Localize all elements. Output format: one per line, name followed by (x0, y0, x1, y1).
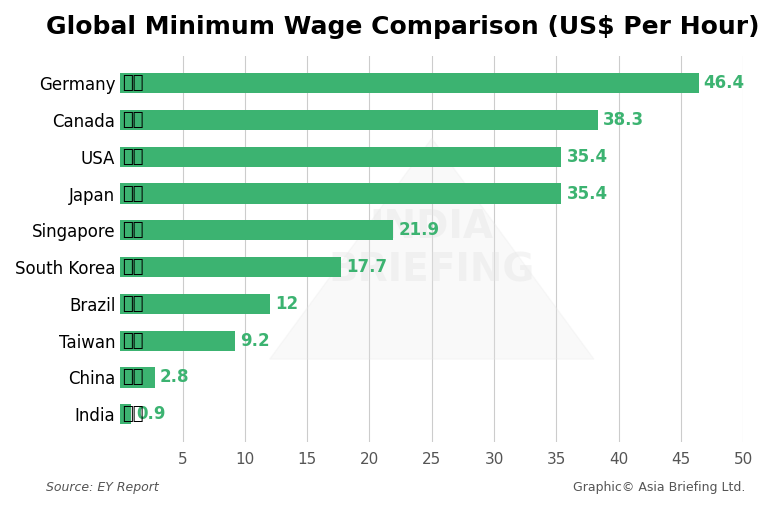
Text: 🇺🇸: 🇺🇸 (122, 148, 144, 166)
Text: 17.7: 17.7 (346, 258, 387, 276)
Text: 21.9: 21.9 (398, 222, 439, 239)
Bar (121, 184, 561, 204)
Text: 35.4: 35.4 (567, 185, 607, 203)
Text: Graphic© Asia Briefing Ltd.: Graphic© Asia Briefing Ltd. (573, 481, 745, 494)
Bar (121, 404, 131, 424)
Text: Global Minimum Wage Comparison (US$ Per Hour): Global Minimum Wage Comparison (US$ Per … (46, 15, 760, 39)
Text: 0.9: 0.9 (137, 405, 166, 423)
Bar (121, 110, 598, 130)
Polygon shape (270, 138, 594, 359)
Bar (121, 368, 155, 387)
Bar (121, 331, 235, 351)
Text: 🇸🇬: 🇸🇬 (122, 222, 144, 239)
Text: 🇨🇦: 🇨🇦 (122, 111, 144, 129)
Text: Source: EY Report: Source: EY Report (46, 481, 159, 494)
Bar (121, 257, 341, 277)
Text: 2.8: 2.8 (160, 369, 190, 386)
Bar (121, 294, 270, 314)
Text: 12: 12 (275, 295, 298, 313)
Bar (121, 147, 561, 167)
Text: 🇩🇪: 🇩🇪 (122, 74, 144, 92)
Bar (121, 220, 393, 240)
Text: 46.4: 46.4 (703, 74, 745, 92)
Text: 9.2: 9.2 (240, 332, 270, 350)
Bar (121, 73, 699, 93)
Text: 35.4: 35.4 (567, 148, 607, 166)
Text: 🇹🇼: 🇹🇼 (122, 332, 144, 350)
Text: 🇨🇳: 🇨🇳 (122, 369, 144, 386)
Text: INDIA
BRIEFING: INDIA BRIEFING (329, 208, 535, 289)
Text: 🇧🇷: 🇧🇷 (122, 295, 144, 313)
Text: 🇮🇳: 🇮🇳 (122, 405, 144, 423)
Text: 🇰🇷: 🇰🇷 (122, 258, 144, 276)
Text: 🇯🇵: 🇯🇵 (122, 185, 144, 203)
Text: 38.3: 38.3 (603, 111, 644, 129)
